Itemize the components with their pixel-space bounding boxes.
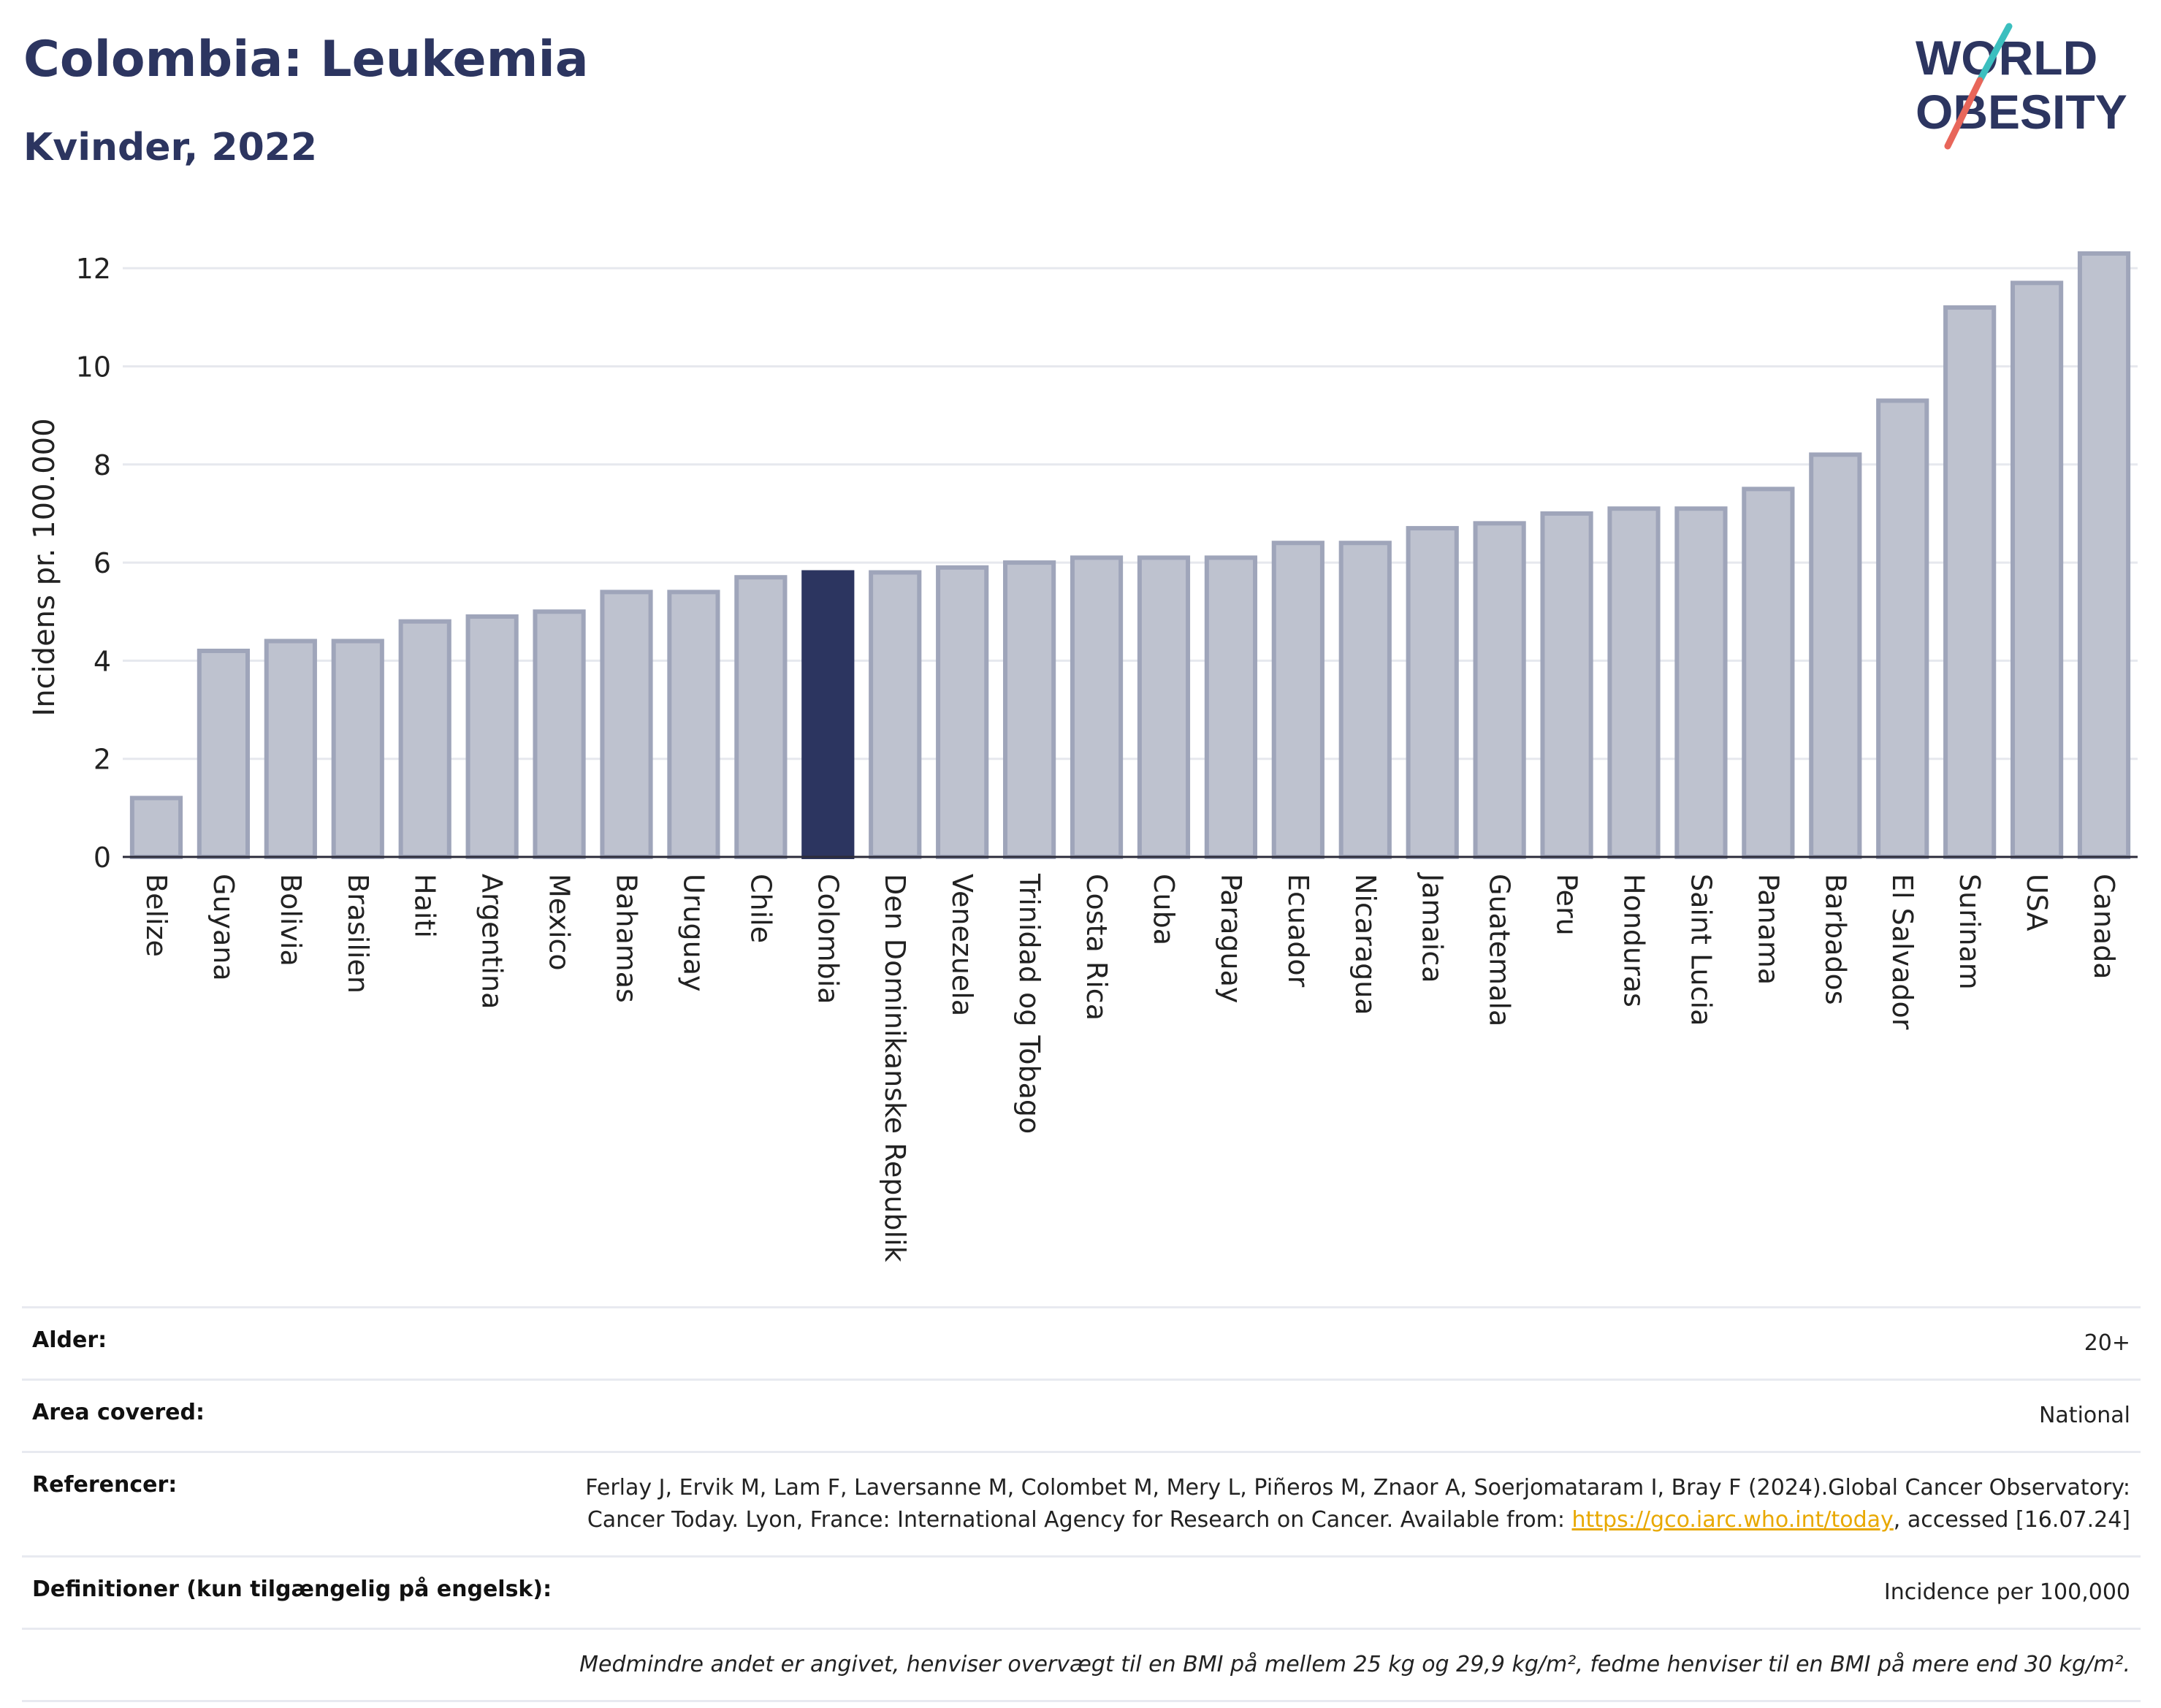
bar-chile [734,575,788,859]
meta-row-area: Area covered: National [22,1379,2141,1451]
definitions-label: Definitioner (kun tilgængelig på engelsk… [32,1577,552,1602]
bar-panama [1742,487,1795,859]
logo-line2: OBESITY [1916,85,2127,139]
bar-ecuador [1271,541,1325,859]
definitions-value: Incidence per 100,000 [1883,1579,2130,1605]
x-tick-label: Canada [2088,874,2120,980]
x-tick-label: Haiti [409,874,441,938]
bar-bahamas [600,590,653,859]
y-tick-label: 4 [94,645,111,677]
bar-bolivia [264,638,317,859]
bar-costa-rica [1070,555,1124,859]
bar-paraguay [1204,555,1257,859]
bar-uruguay [667,590,720,859]
x-tick-label: Den Dominikanske Republik [879,874,911,1262]
x-tick-label: Surinam [1954,874,1986,990]
x-tick-label: Chile [744,874,777,943]
x-tick-label: Guyana [207,874,240,981]
world-obesity-logo: WORLD OBESITY [1916,23,2127,150]
area-value: National [2038,1403,2130,1428]
x-tick-label: Bahamas [611,874,643,1003]
y-tick-label: 10 [76,351,111,383]
meta-row-footnote: Medmindre andet er angivet, henviser ove… [22,1628,2141,1702]
bar-guyana [197,648,250,859]
bar-brasilien [331,638,384,859]
reference-link[interactable]: https://gco.iarc.who.int/today [1571,1507,1894,1533]
y-tick-label: 6 [94,547,111,579]
x-tick-label: Colombia [812,874,844,1004]
bar-den-dominikanske-republik [869,570,922,859]
x-tick-label: Belize [140,874,172,957]
x-tick-label: El Salvador [1886,874,1918,1030]
x-tick-label: Cuba [1148,874,1180,945]
meta-row-age: Alder: 20+ [22,1306,2141,1379]
bar-mexico [533,609,586,859]
y-axis-label: Incidens pr. 100.000 [28,418,61,716]
references-tail: , accessed [16.07.24] [1893,1507,2130,1533]
footnote: Medmindre andet er angivet, henviser ove… [579,1652,2130,1677]
references-value: Ferlay J, Ervik M, Lam F, Laversanne M, … [582,1472,2130,1536]
x-tick-label: Saint Lucia [1685,874,1717,1026]
references-text: Ferlay J, Ervik M, Lam F, Laversanne M, … [585,1475,2130,1533]
page-title: Colombia: Leukemia [23,31,589,88]
bar-cuba [1137,555,1191,859]
x-tick-label: Peru [1551,874,1583,936]
meta-row-references: Referencer: Ferlay J, Ervik M, Lam F, La… [22,1451,2141,1555]
bar-haiti [398,619,451,860]
bar-trinidad-og-tobago [1003,560,1056,859]
x-tick-label: Trinidad og Tobago [1013,873,1045,1134]
x-tick-label: Costa Rica [1080,874,1113,1021]
bars [129,251,2131,860]
logo-line1: WORLD [1916,31,2097,85]
bar-guatemala [1473,521,1526,859]
meta-row-definitions: Definitioner (kun tilgængelig på engelsk… [22,1555,2141,1628]
x-tick-label: Brasilien [342,874,374,994]
bar-argentina [465,614,519,859]
bar-canada [2077,251,2131,859]
references-label: Referencer: [32,1472,178,1498]
x-tick-label: Ecuador [1282,874,1314,988]
age-label: Alder: [32,1327,107,1353]
x-tick-label: USA [2021,874,2053,931]
bar-usa [2011,281,2064,859]
bar-chart: 0 2 4 6 8 10 12 Belize Guyana Bolivia Brasilien Ha… [28,251,2138,1262]
y-axis-ticks: 0 2 4 6 8 10 12 [76,253,111,874]
bar-peru [1540,511,1593,860]
bar-barbados [1809,452,1862,859]
x-tick-label: Bolivia [275,874,307,967]
x-tick-label: Venezuela [946,874,978,1016]
metadata-table: Alder: 20+ Area covered: National Refere… [22,1306,2141,1702]
bar-belize [129,796,183,860]
bar-el-salvador [1876,398,1929,859]
x-tick-label: Mexico [544,874,576,971]
x-tick-label: Nicaragua [1349,874,1381,1015]
x-axis-labels: Belize Guyana Bolivia Brasilien Haiti Argenti… [140,872,2120,1262]
y-tick-label: 2 [94,744,111,776]
area-label: Area covered: [32,1400,205,1425]
x-tick-label: Guatemala [1484,874,1516,1026]
x-tick-label: Jamaica [1417,872,1449,983]
bar-colombia [801,570,855,859]
x-tick-label: Honduras [1618,874,1650,1007]
x-tick-label: Panama [1752,874,1784,985]
age-value: 20+ [2084,1330,2130,1356]
y-tick-label: 0 [94,842,111,874]
bar-saint-lucia [1674,506,1728,859]
page-subtitle: Kvinder, 2022 [23,126,318,169]
x-tick-label: Uruguay [677,874,709,992]
x-tick-label: Argentina [476,874,508,1009]
x-tick-label: Paraguay [1215,874,1247,1003]
bar-venezuela [936,565,989,859]
y-tick-label: 12 [76,253,111,285]
bar-surinam [1943,305,1997,859]
x-tick-label: Barbados [1819,874,1851,1005]
y-tick-label: 8 [94,449,111,481]
bar-honduras [1607,506,1661,859]
bar-jamaica [1406,526,1459,859]
bar-nicaragua [1338,541,1392,859]
